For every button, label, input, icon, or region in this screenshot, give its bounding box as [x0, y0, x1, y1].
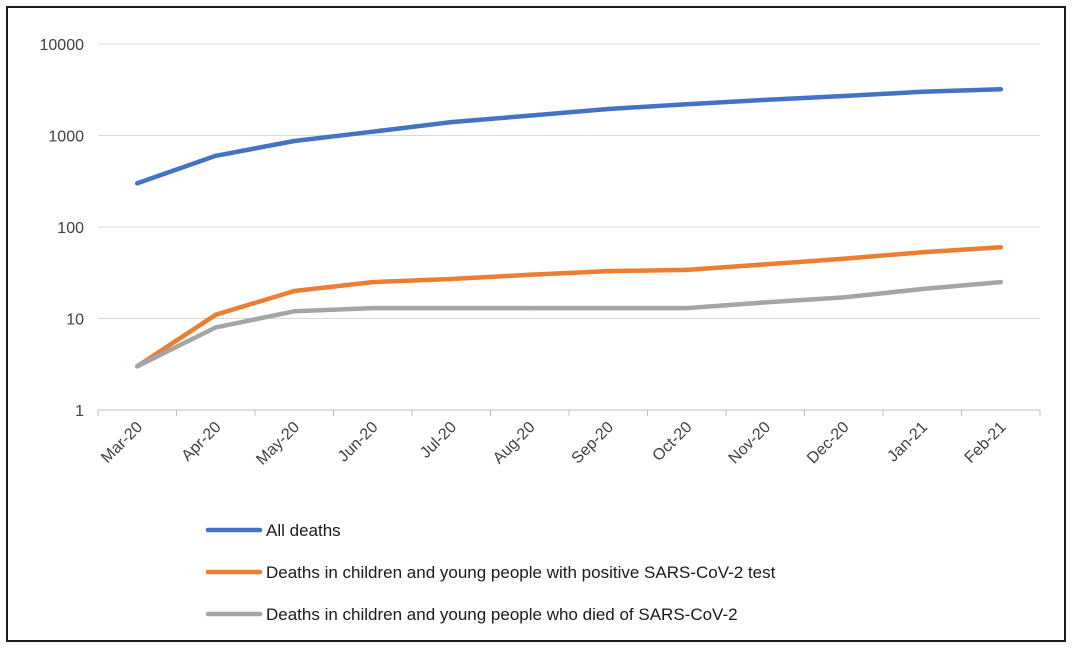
x-tick-label: Aug-20	[490, 419, 539, 468]
data-point	[370, 305, 375, 311]
y-tick-label: 100	[57, 220, 84, 237]
data-point	[135, 364, 140, 369]
data-point	[920, 286, 925, 292]
series-line-1	[135, 87, 1004, 186]
data-point	[370, 129, 375, 134]
data-point	[213, 312, 218, 317]
axes	[97, 409, 1041, 416]
series-line-2	[135, 245, 1004, 369]
data-point	[920, 89, 925, 95]
series-line-3	[135, 279, 1004, 369]
data-point	[292, 288, 297, 294]
data-point	[763, 97, 768, 103]
data-point	[684, 305, 689, 311]
data-point	[606, 305, 611, 311]
gridlines	[98, 43, 1040, 319]
legend-label: Deaths in children and young people with…	[266, 563, 776, 582]
data-point	[527, 113, 532, 118]
data-point	[763, 300, 768, 305]
x-tick-label: Jul-20	[417, 419, 460, 462]
x-tick-label: Dec-20	[804, 419, 853, 468]
x-tick-label: Nov-20	[726, 419, 775, 468]
data-point	[606, 106, 611, 112]
data-point	[449, 305, 454, 311]
data-point	[920, 250, 925, 255]
y-tick-label: 1000	[48, 129, 84, 146]
legend: All deaths Deaths in children and young p…	[205, 521, 776, 624]
data-point	[684, 101, 689, 107]
x-tick-label: Jan-21	[884, 419, 931, 466]
x-tick-label: Feb-21	[962, 419, 1010, 467]
series-lines	[135, 87, 1004, 369]
data-point	[527, 305, 532, 311]
data-point	[370, 279, 375, 285]
data-point	[763, 262, 768, 267]
x-tick-label: Oct-20	[650, 419, 696, 465]
data-point	[292, 309, 297, 314]
data-point	[292, 138, 297, 144]
data-point	[998, 279, 1003, 285]
data-point	[998, 245, 1003, 250]
y-tick-labels: 1 10 100 1000 10000	[40, 37, 85, 420]
data-point	[684, 267, 689, 273]
data-point	[527, 272, 532, 278]
y-tick-label: 10000	[40, 37, 85, 54]
x-tick-label: Mar-20	[98, 419, 146, 467]
legend-label: Deaths in children and young people who …	[266, 605, 738, 624]
data-point	[841, 93, 846, 99]
x-tick-label: Jun-20	[335, 419, 382, 466]
data-point	[135, 181, 140, 186]
data-point	[449, 276, 454, 282]
x-tick-labels: Mar-20 Apr-20 May-20 Jun-20 Jul-20 Aug-20 Sep-…	[98, 419, 1009, 469]
data-point	[841, 256, 846, 261]
data-point	[213, 325, 218, 330]
y-tick-label: 10	[66, 312, 84, 329]
chart-frame	[6, 6, 1066, 642]
x-tick-label: Apr-20	[179, 419, 225, 465]
data-point	[606, 268, 611, 274]
x-tick-label: May-20	[253, 419, 303, 469]
y-tick-label: 1	[75, 403, 84, 420]
legend-label: All deaths	[266, 521, 341, 540]
data-point	[213, 153, 218, 158]
data-point	[841, 295, 846, 300]
data-point	[998, 87, 1003, 92]
data-point	[449, 119, 454, 125]
x-tick-label: Sep-20	[569, 419, 618, 468]
